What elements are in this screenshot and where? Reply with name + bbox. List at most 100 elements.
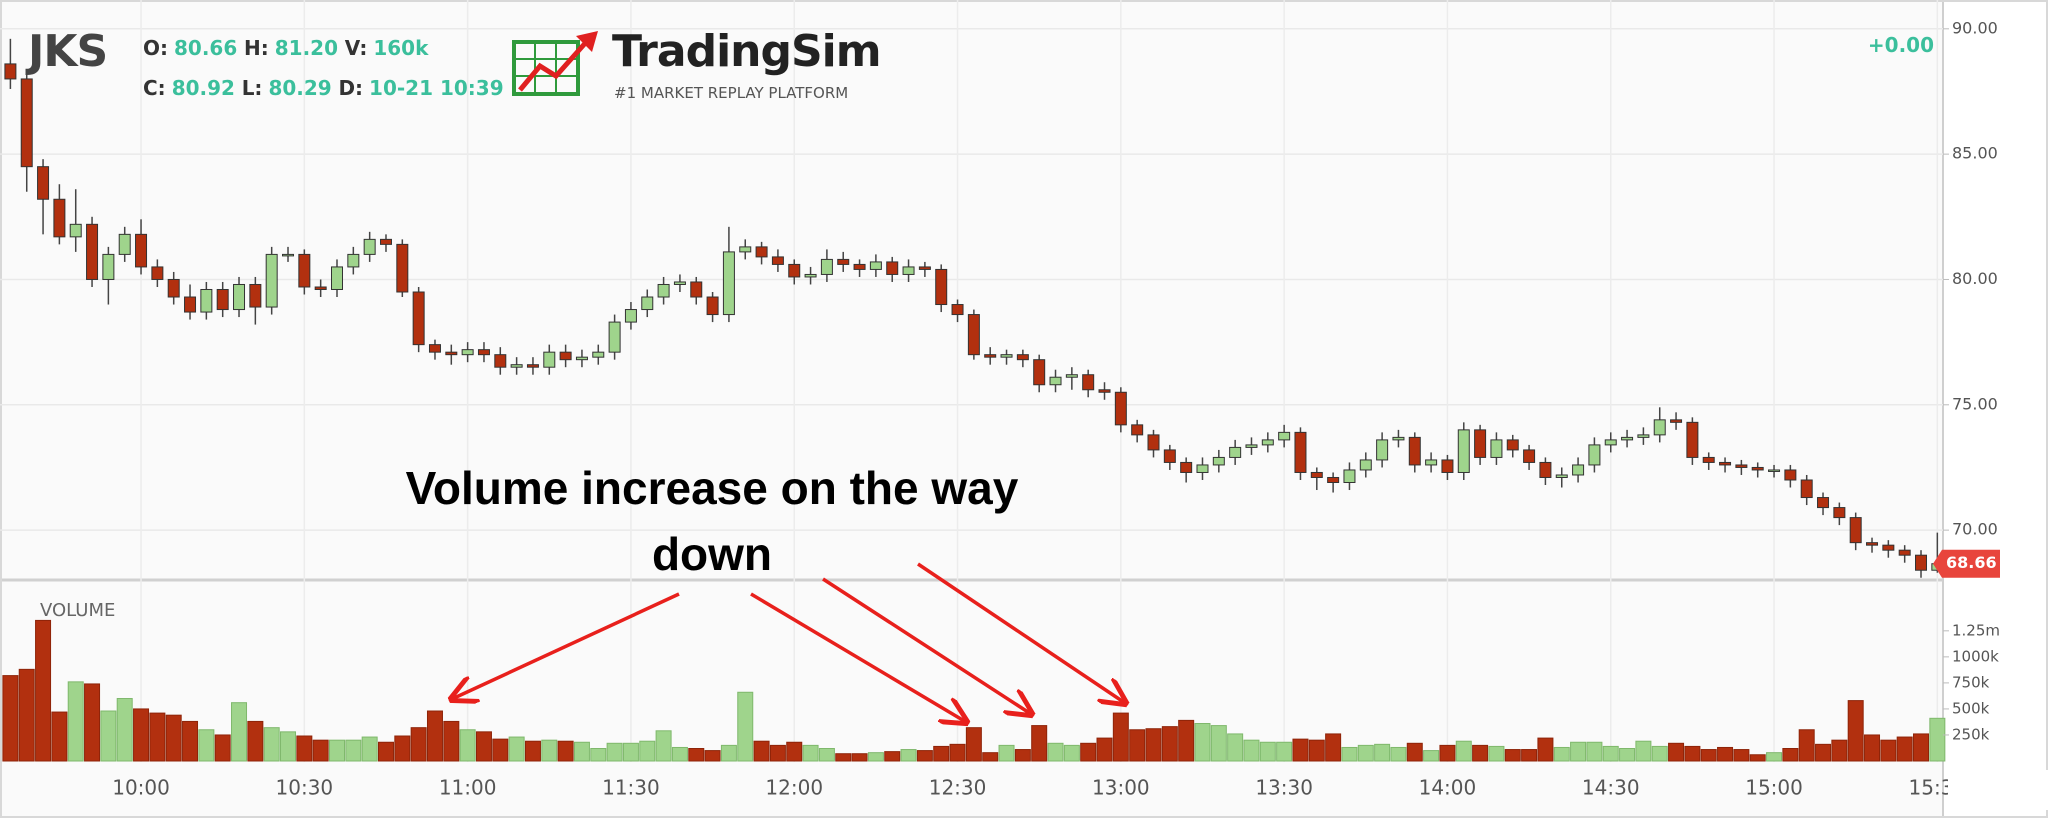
volume-bar (1210, 725, 1227, 762)
candle-body (1751, 466, 1764, 471)
volume-bar (965, 727, 982, 762)
volume-bar (280, 731, 297, 762)
volume-bar (35, 619, 52, 762)
x-tick-label: 15:00 (1745, 776, 1803, 800)
candle-body (1898, 549, 1911, 556)
volume-bar (1308, 739, 1325, 762)
candle-body (1882, 544, 1895, 551)
volume-bar (1325, 733, 1342, 762)
volume-bar (720, 744, 737, 762)
candle-body (804, 273, 817, 278)
candle-body (1082, 374, 1095, 391)
candle-body (1670, 419, 1683, 423)
arrow (822, 577, 1031, 714)
volume-bar (1129, 729, 1146, 762)
x-tick-label: 10:00 (112, 776, 170, 800)
volume-bar (998, 744, 1015, 762)
candle-body (216, 288, 229, 311)
candle-body (1376, 439, 1389, 461)
candle-body (1229, 446, 1242, 458)
candle-body (379, 238, 392, 245)
candle-body (722, 251, 735, 316)
volume-bar (524, 740, 541, 762)
volume-bar (508, 736, 525, 762)
volume-bar (231, 702, 248, 762)
ohlc-value: 80.29 (268, 76, 332, 100)
candle-body (624, 309, 637, 323)
candle-body (1392, 436, 1405, 441)
candle-body (1915, 554, 1928, 571)
candle-body (347, 253, 360, 268)
candle-body (314, 286, 327, 290)
volume-bar (802, 744, 819, 762)
volume-bar (1488, 745, 1505, 762)
candle-body (396, 243, 409, 293)
candle-body (690, 281, 703, 298)
volume-bar (573, 741, 590, 762)
candle-body (233, 283, 246, 311)
candle-body (1621, 436, 1634, 441)
volume-bar (671, 746, 688, 762)
ohlc-label: V: (344, 36, 368, 60)
candle-body (1817, 497, 1830, 509)
volume-bar (1782, 748, 1799, 762)
candle-body (918, 266, 931, 270)
candle-body (510, 364, 523, 368)
price-change: +0.00 (1867, 33, 1934, 57)
candle-body (1425, 459, 1438, 466)
candle-body (1278, 431, 1291, 441)
candle-body (1180, 461, 1193, 473)
volume-bar (1602, 745, 1619, 762)
ohlc-label: D: (338, 76, 364, 100)
volume-bar (116, 698, 133, 762)
axis-panel (1943, 0, 2048, 818)
candle-body (559, 351, 572, 361)
candle-body (53, 198, 66, 238)
candle-body (641, 296, 654, 311)
volume-bar (1619, 748, 1636, 762)
candle-body (755, 246, 768, 258)
marks (2, 38, 1946, 762)
volume-bar (1096, 737, 1113, 762)
volume-tick-label: 250k (1952, 725, 1990, 743)
volume-bar (296, 735, 313, 762)
volume-bar (329, 739, 345, 762)
candle-body (1686, 421, 1699, 458)
volume-bar (1586, 741, 1603, 762)
candle-body (1033, 359, 1046, 386)
volume-bar (1831, 739, 1848, 762)
candle-body (151, 266, 164, 280)
x-tick-label: 14:30 (1582, 776, 1640, 800)
candle-body (4, 63, 17, 80)
volume-bar (622, 742, 639, 762)
volume-bar (1472, 744, 1489, 762)
candle-body (853, 263, 866, 270)
candle-body (1441, 459, 1454, 473)
x-tick-label: 13:30 (1255, 776, 1313, 800)
candle-body (1768, 469, 1781, 472)
x-tick-label: 11:00 (439, 776, 497, 800)
candle-body (1604, 439, 1617, 446)
volume-bar (1145, 728, 1162, 762)
volume-bar (1439, 744, 1456, 762)
volume-bar (67, 681, 84, 762)
volume-bar (1684, 745, 1701, 762)
last-price-label: 68.66 (1946, 553, 1997, 572)
volume-bar (247, 720, 264, 762)
x-tick-label: 10:30 (276, 776, 334, 800)
volume-bar (1521, 749, 1538, 762)
candle-body (1555, 474, 1568, 478)
volume-bar (786, 741, 803, 762)
volume-bar (1553, 746, 1570, 762)
grid (0, 0, 1943, 762)
volume-bar (1243, 739, 1260, 762)
logo-icon (512, 31, 598, 96)
candle-body (592, 351, 605, 358)
candle-body (494, 354, 507, 368)
candle-body (1637, 434, 1650, 438)
volume-bar (51, 711, 68, 762)
candle-body (1131, 424, 1144, 436)
volume-bar (345, 739, 362, 762)
axes: 70.00 75.00 80.00 85.00 90.00 250k 500k 750k 100… (112, 18, 2048, 810)
